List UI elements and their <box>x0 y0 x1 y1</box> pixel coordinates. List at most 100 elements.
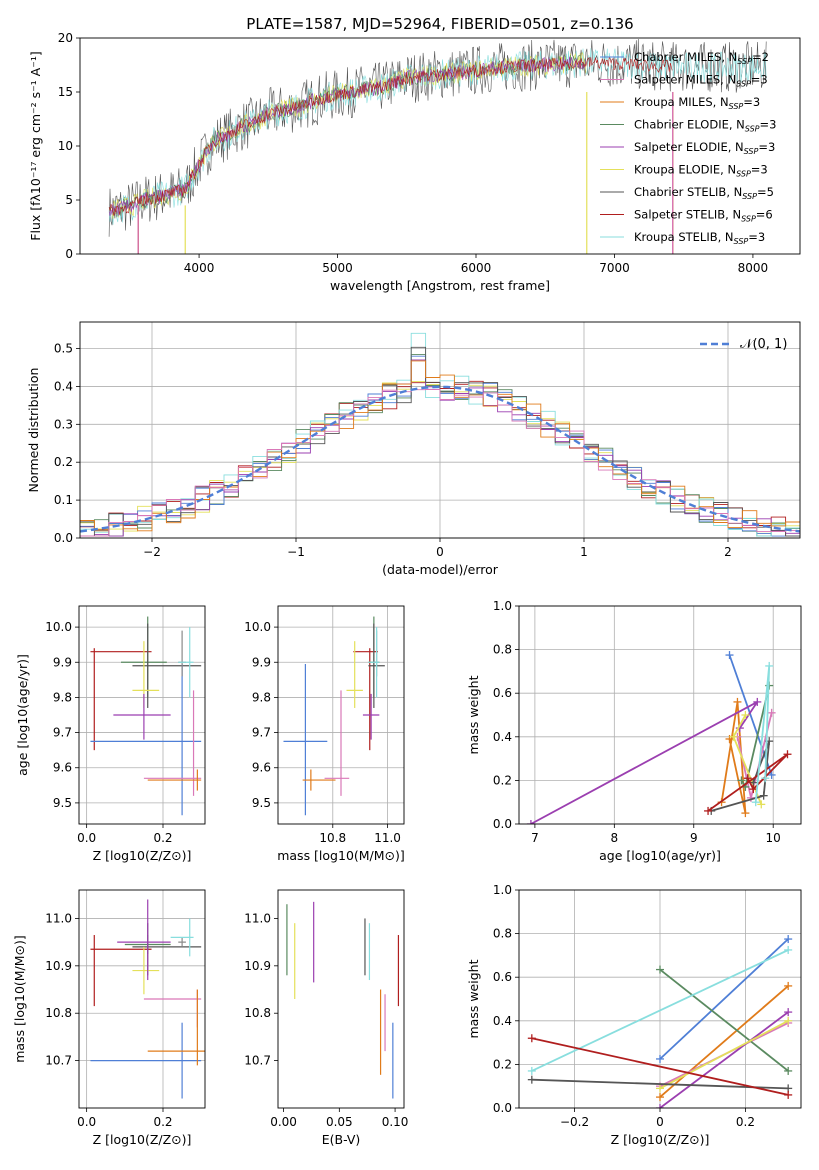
y-axis-label: Normed distribution <box>26 368 41 493</box>
y-axis-label: mass weight <box>466 959 481 1038</box>
y-tick-label: 0.4 <box>54 379 73 393</box>
y-tick-label: 9.9 <box>53 655 72 669</box>
y-tick-label: 9.5 <box>53 796 72 810</box>
x-tick-label: 10 <box>766 831 781 845</box>
x-tick-label: 4000 <box>184 261 215 275</box>
weight-line <box>531 1078 789 1090</box>
x-tick-label: 8000 <box>738 261 769 275</box>
y-tick-label: 20 <box>58 31 73 45</box>
y-tick-label: 10.7 <box>45 1054 72 1068</box>
weight-line <box>659 1020 789 1090</box>
weight-line <box>659 938 789 1060</box>
legend-label: Kroupa STELIB, NSSP=3 <box>634 230 765 246</box>
legend-label: Kroupa ELODIE, NSSP=3 <box>634 163 768 179</box>
y-tick-label: 0.0 <box>54 531 73 545</box>
histogram-series <box>80 389 800 537</box>
legend-label: Kroupa MILES, NSSP=3 <box>634 95 760 111</box>
y-tick-label: 9.8 <box>53 690 72 704</box>
y-tick-label: 10.9 <box>45 959 72 973</box>
x-axis-label: Z [log10(Z/Z⊙)] <box>93 1132 192 1147</box>
legend-label: Salpeter ELODIE, NSSP=3 <box>634 140 775 156</box>
x-axis-label: Z [log10(Z/Z⊙)] <box>611 1132 710 1147</box>
y-tick-label: 0.8 <box>493 643 512 657</box>
spectrum-plot-area <box>108 38 767 254</box>
x-tick-label: 0.2 <box>736 1115 755 1129</box>
y-tick-label: 9.9 <box>252 655 271 669</box>
y-tick-label: 0.4 <box>493 1014 512 1028</box>
x-tick-label: 8 <box>611 831 619 845</box>
x-tick-label: 7 <box>531 831 539 845</box>
x-axis-label: wavelength [Angstrom, rest frame] <box>330 278 550 293</box>
weight_vs_z-frame <box>518 889 802 1109</box>
residuals-frame <box>79 321 801 539</box>
y-tick-label: 15 <box>58 85 73 99</box>
x-axis-label: Z [log10(Z/Z⊙)] <box>93 848 192 863</box>
weight-line <box>659 1011 789 1108</box>
weight-line <box>530 701 759 824</box>
y-tick-label: 5 <box>65 193 73 207</box>
x-tick-label: 5000 <box>322 261 353 275</box>
legend-label: Salpeter MILES, NSSP=3 <box>634 73 768 89</box>
y-tick-label: 1.0 <box>493 883 512 897</box>
y-tick-label: 10 <box>58 139 73 153</box>
x-axis-label: mass [log10(M/M⊙)] <box>277 848 405 863</box>
weight-line <box>531 1037 789 1096</box>
legend-label: Chabrier STELIB, NSSP=5 <box>634 185 774 201</box>
figure-title: PLATE=1587, MJD=52964, FIBERID=0501, z=0… <box>246 15 633 33</box>
y-tick-label: 11.0 <box>244 911 271 925</box>
weight-line <box>707 753 789 812</box>
mass_vs_ebv-frame <box>277 889 405 1109</box>
weight-line <box>531 949 789 1072</box>
x-axis-label: E(B-V) <box>322 1132 361 1147</box>
legend-label: 𝒩(0, 1) <box>740 337 787 352</box>
legend-label: Salpeter STELIB, NSSP=6 <box>634 208 773 224</box>
legend-label: Chabrier MILES, NSSP=2 <box>634 50 769 66</box>
normal-curve <box>80 385 800 533</box>
x-axis-label: (data-model)/error <box>382 562 499 577</box>
weight-line <box>659 985 789 1098</box>
x-tick-label: 0 <box>436 545 444 559</box>
y-axis-label: age [log10(age/yr)] <box>15 654 30 776</box>
y-tick-label: 9.8 <box>252 690 271 704</box>
y-tick-label: 9.6 <box>252 761 271 775</box>
x-tick-label: 0 <box>656 1115 664 1129</box>
x-tick-label: 0.0 <box>77 831 96 845</box>
residuals-plot-area <box>80 332 800 537</box>
y-tick-label: 10.9 <box>244 959 271 973</box>
y-tick-label: 0.6 <box>493 686 512 700</box>
x-tick-label: 0.10 <box>382 1115 409 1129</box>
x-tick-label: 6000 <box>461 261 492 275</box>
y-tick-label: 0.2 <box>493 773 512 787</box>
legend-label: Chabrier ELODIE, NSSP=3 <box>634 118 776 134</box>
x-tick-label: 0.2 <box>153 831 172 845</box>
y-axis-label: mass [log10(M/M⊙)] <box>12 935 27 1063</box>
x-tick-label: 0.2 <box>153 1115 172 1129</box>
y-axis-label: Flux [fλ10⁻¹⁷ erg cm⁻² s⁻¹ A⁻¹] <box>28 51 43 240</box>
y-tick-label: 9.5 <box>252 796 271 810</box>
y-tick-label: 10.8 <box>244 1006 271 1020</box>
y-tick-label: 0.4 <box>493 730 512 744</box>
x-tick-label: 0.00 <box>270 1115 297 1129</box>
x-tick-label: −1 <box>287 545 305 559</box>
x-tick-label: 9 <box>690 831 698 845</box>
x-tick-label: 2 <box>724 545 732 559</box>
y-tick-label: 9.7 <box>53 726 72 740</box>
y-tick-label: 0.3 <box>54 417 73 431</box>
x-tick-label: 0.0 <box>77 1115 96 1129</box>
y-tick-label: 10.0 <box>244 620 271 634</box>
weight_vs_z-plot-area <box>527 935 793 1108</box>
age_vs_mass-plot-area <box>283 616 385 816</box>
x-tick-label: −0.2 <box>560 1115 589 1129</box>
x-tick-label: 7000 <box>599 261 630 275</box>
age_vs_mass-axes <box>274 606 404 828</box>
y-axis-label: mass weight <box>466 675 481 754</box>
mass_vs_z-frame <box>78 889 206 1109</box>
y-tick-label: 1.0 <box>493 599 512 613</box>
x-axis-label: age [log10(age/yr)] <box>599 848 721 863</box>
y-tick-label: 0.6 <box>493 970 512 984</box>
y-tick-label: 0.1 <box>54 493 73 507</box>
y-tick-label: 0.5 <box>54 342 73 356</box>
spectrum-line <box>108 38 767 237</box>
mass_vs_ebv-axes <box>274 918 396 1112</box>
